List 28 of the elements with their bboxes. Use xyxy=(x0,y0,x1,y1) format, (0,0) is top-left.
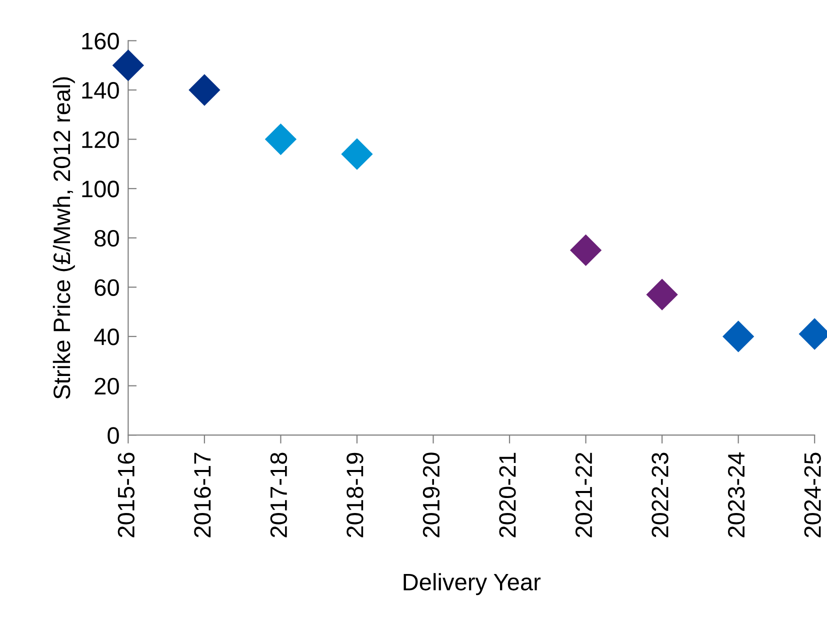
x-tick-label: 2019-20 xyxy=(422,452,440,538)
x-tick-label: 2017-18 xyxy=(270,452,288,538)
y-tick-label: 60 xyxy=(94,279,119,296)
x-axis-title: Delivery Year xyxy=(404,573,541,596)
y-tick-label: 120 xyxy=(82,131,119,148)
point xyxy=(188,74,220,106)
x-tick-label: 2018-19 xyxy=(346,452,364,538)
y-tick-label: 100 xyxy=(82,180,119,198)
point xyxy=(570,234,602,266)
x-tick-label: 2023-24 xyxy=(728,452,745,538)
y-tick-label: 40 xyxy=(94,328,119,346)
y-tick-label: 140 xyxy=(82,82,119,99)
y-tick-label: 0 xyxy=(108,427,119,444)
x-tick-label: 2024-25 xyxy=(804,452,821,538)
y-axis-title: Strike Price (£/Mwh, 2012 real) xyxy=(52,77,75,399)
point xyxy=(646,278,678,310)
x-tick-label: 2020-21 xyxy=(499,452,516,538)
point xyxy=(722,320,754,352)
x-tick-label: 2015-16 xyxy=(118,452,135,538)
point xyxy=(341,138,373,170)
x-tick-label: 2021-22 xyxy=(575,452,592,538)
x-tick-label: 2016-17 xyxy=(194,452,211,538)
y-tick-label: 20 xyxy=(94,378,119,395)
y-tick-label: 80 xyxy=(94,230,119,247)
point xyxy=(264,123,297,156)
y-tick-label: 160 xyxy=(82,32,119,50)
x-tick-label: 2022-23 xyxy=(652,452,668,538)
point xyxy=(112,50,144,82)
